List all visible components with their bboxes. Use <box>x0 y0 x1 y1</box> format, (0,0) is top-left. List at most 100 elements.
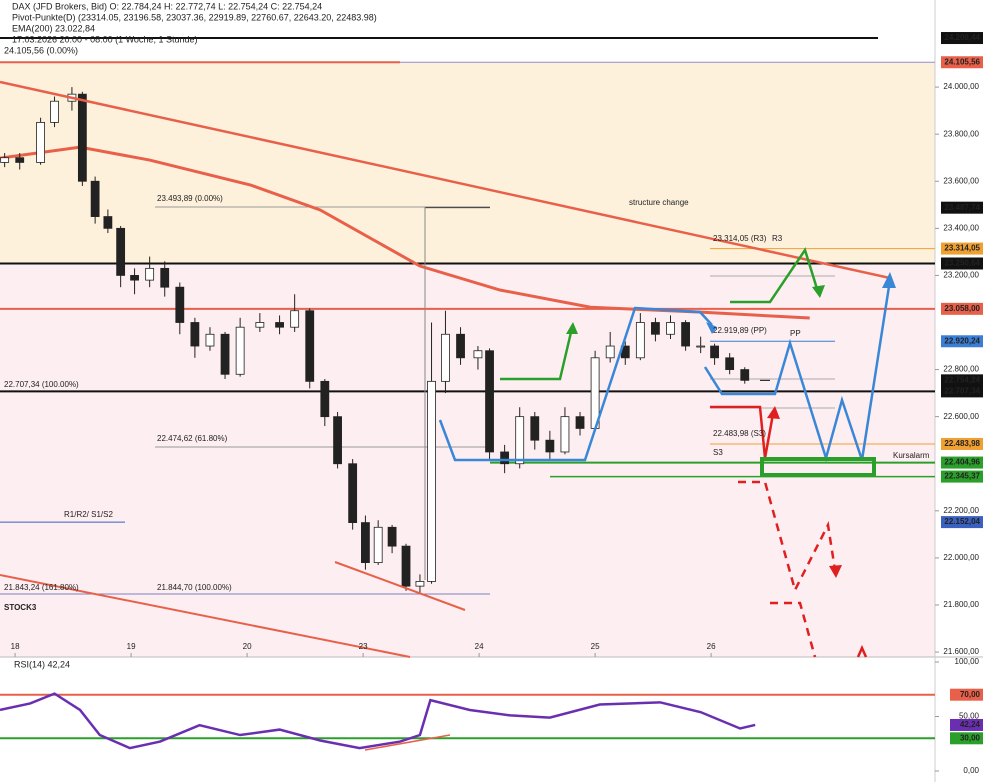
y-tick-label: 22.200,00 <box>943 506 979 515</box>
candle-body <box>740 369 750 381</box>
annotation: R1/R2/ S1/S2 <box>64 510 113 519</box>
x-tick-label: 19 <box>127 642 136 651</box>
level-label: 22.483,98 <box>944 439 980 448</box>
candle-body <box>373 526 383 564</box>
annotation: 23.493,89 (0.00%) <box>157 194 223 203</box>
scenario-path <box>703 279 892 463</box>
arrow-head <box>767 406 780 419</box>
y-tick-label: 23.200,00 <box>943 271 979 280</box>
header-text: 17.03.2026 20:00 - 08:00 (1 Woche, 1 Stu… <box>12 34 197 44</box>
arrow-head <box>706 322 717 334</box>
level-label: 23.058,00 <box>944 304 980 313</box>
y-tick-label: 0,00 <box>963 766 979 775</box>
level-label: 24.208,44 <box>944 33 980 42</box>
alarm-zone <box>760 457 876 477</box>
level-label: 42,24 <box>960 720 981 729</box>
candle-body <box>175 286 185 323</box>
trend-line <box>334 561 466 611</box>
candle-body <box>485 350 494 453</box>
y-tick-label: 22.800,00 <box>943 365 979 374</box>
level-label-box <box>950 688 983 701</box>
candle-body <box>515 416 525 465</box>
arrow-head <box>566 322 578 334</box>
header-text: Pivot-Punkte(D) (23314.05, 23196.58, 230… <box>12 12 377 22</box>
candle-body <box>235 326 245 375</box>
level-label: 22.754,24 <box>944 375 980 384</box>
rsi-title: RSI(14) 42,24 <box>14 659 70 669</box>
arrow-head <box>829 565 842 578</box>
candle-body <box>651 322 660 335</box>
scenario-path <box>738 480 837 594</box>
annotation: 21.843,24 (161.80%) <box>4 583 79 592</box>
level-label-box <box>941 201 983 214</box>
y-tick-label: 23.600,00 <box>943 176 979 185</box>
annotation: R3 <box>772 234 783 243</box>
candle-body <box>333 416 342 465</box>
level-label-box <box>941 385 983 398</box>
candle-body <box>696 345 706 348</box>
trend-line <box>0 80 891 280</box>
level-label: 23.487,74 <box>944 203 980 212</box>
trend-line <box>0 574 411 658</box>
level-label-box <box>941 516 983 529</box>
candle-body <box>160 267 170 288</box>
candle-body <box>275 322 284 328</box>
y-tick-label: 22.000,00 <box>943 553 979 562</box>
level-label: 22.404,96 <box>944 458 980 467</box>
bg-zone <box>0 62 935 264</box>
candle-body <box>305 310 315 382</box>
y-tick-label: 100,00 <box>955 657 980 666</box>
scenario-path <box>500 327 574 381</box>
level-label: 22.920,24 <box>944 336 980 345</box>
candle-body <box>50 100 59 123</box>
level-label: 22.345,37 <box>944 472 980 481</box>
annotation: Kursalarm <box>893 451 930 460</box>
rsi-line <box>0 692 756 750</box>
annotation: 22.474,62 (61.80%) <box>157 434 228 443</box>
level-label-box <box>950 732 983 745</box>
annotation: PP <box>790 329 801 338</box>
candle-body <box>116 227 126 276</box>
candle-body <box>427 380 436 582</box>
level-label-box <box>941 437 983 450</box>
level-label: 22.152,04 <box>944 517 980 526</box>
y-tick-label: 50,00 <box>959 712 980 721</box>
candle-body <box>361 522 370 564</box>
level-label-box <box>941 374 983 387</box>
annotation: 22.483,98 (S3) <box>713 429 766 438</box>
x-tick-label: 23 <box>359 642 368 651</box>
level-label: 23.250,64 <box>944 259 980 268</box>
header-text: EMA(200) 23.022,84 <box>12 23 95 33</box>
candle-body <box>255 322 265 328</box>
candle-body <box>575 416 585 429</box>
level-label: 22.707,34 <box>944 386 980 395</box>
y-tick-label: 23.400,00 <box>943 223 979 232</box>
candle-body <box>0 157 10 163</box>
level-label: 23.314,05 <box>944 244 980 253</box>
scenario-path <box>438 306 713 462</box>
level-label-box <box>941 257 983 270</box>
candle-body <box>605 345 615 359</box>
candle-body <box>401 545 411 587</box>
scenario-path <box>770 601 817 658</box>
annotation: structure change <box>629 198 689 207</box>
candle-body <box>456 333 465 359</box>
level-label-box <box>941 470 983 483</box>
x-tick-label: 24 <box>475 642 484 651</box>
candle-body <box>415 581 425 587</box>
arrow-head <box>812 285 825 298</box>
level-label-box <box>941 302 983 315</box>
y-tick-label: 24.000,00 <box>943 82 979 91</box>
bg-top <box>0 0 935 62</box>
level-label-box <box>941 32 983 45</box>
candle-body <box>545 439 555 453</box>
candle-body <box>725 357 735 370</box>
candle-body <box>130 275 139 281</box>
header-text: DAX (JFD Brokers, Bid) O: 22.784,24 H: 2… <box>12 1 322 11</box>
header-text: 24.105,56 (0.00%) <box>4 45 78 55</box>
candle-body <box>473 350 483 359</box>
candle-body <box>348 463 358 523</box>
candle-body <box>500 451 510 465</box>
candle-body <box>145 267 155 281</box>
